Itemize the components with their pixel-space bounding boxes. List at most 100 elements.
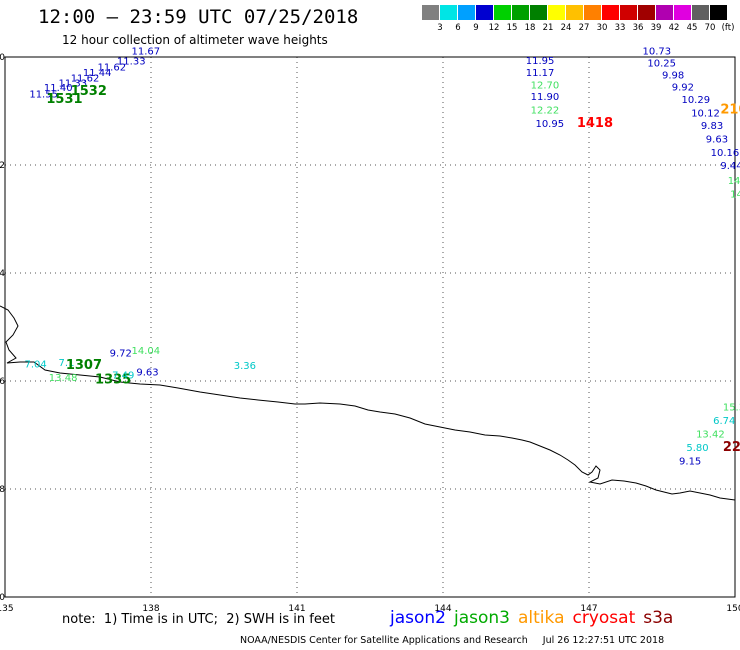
color-scale-swatch [530,5,547,20]
wave-height-label: 9.92 [672,82,694,93]
wave-height-label: 7.49 [112,370,134,381]
lon-tick-label: 135 [0,604,14,614]
color-scale-label: 70 [704,23,716,33]
wave-height-label: 7.1 [59,358,75,369]
wave-height-label: 11.33 [59,79,88,90]
pass-time-label: 22 [723,440,740,455]
lon-tick-label: 150 [726,604,740,614]
wave-height-label: 12.22 [531,106,560,117]
wave-height-label: 10.95 [535,119,564,130]
legend-item-jason3: jason3 [454,608,510,628]
legend-item-s3a: s3a [643,608,674,628]
color-scale-swatch [494,5,511,20]
pass-time-label: 1335 [95,373,131,388]
color-scale-swatch [566,5,583,20]
color-scale-label: (ft) [721,23,735,33]
color-scale-swatch [638,5,655,20]
wave-height-label: 9.63 [706,134,728,145]
lat-tick-label: -62 [0,161,5,171]
wave-height-observations: 11.5511.4011.3311.6211.4411.6211.3311.67… [24,46,740,467]
map-frame [4,56,736,598]
wave-height-label: 10.73 [643,46,672,57]
wave-height-label: 11.62 [97,63,126,74]
color-scale-label: 42 [668,23,680,33]
color-scale-label: 9 [473,23,479,33]
pass-time-label: 1307 [66,358,102,373]
color-scale-label: 15 [506,23,518,33]
map-grid [4,56,736,598]
wave-height-label: 11.67 [132,46,161,57]
color-scale-swatch [656,5,673,20]
legend-item-jason2: jason2 [390,608,446,628]
footer-credit: NOAA/NESDIS Center for Satellite Applica… [240,635,665,646]
pass-time-label: 1532 [71,84,107,99]
wave-height-label: 3.36 [234,361,256,372]
color-scale-swatch [584,5,601,20]
color-scale-label: 21 [542,23,554,33]
wave-height-label: 15.3 [723,403,740,414]
footer-note: note: 1) Time is in UTC; 2) SWH is in fe… [62,612,335,627]
wave-height-label: 11.40 [44,83,73,94]
wave-height-label: 7.04 [24,360,46,371]
color-scale-swatch [422,5,439,20]
wave-height-label: 14.04 [132,346,161,357]
color-scale-swatch [710,5,727,20]
map-border [4,56,736,598]
wave-height-label: 11.62 [71,73,100,84]
wave-height-label: 9.15 [679,457,701,468]
wave-height-label: 11.33 [117,57,146,68]
lon-tick-label: 144 [434,604,451,614]
pass-time-label: 1531 [46,92,82,107]
color-scale-swatch [476,5,493,20]
wave-height-label: 10.16 [711,148,740,159]
lat-tick-label: -60 [0,53,5,63]
color-scale-label: 30 [596,23,608,33]
wave-height-label: 5.80 [686,443,708,454]
pass-time-label: 1418 [577,116,613,131]
wave-height-label: 9.63 [136,368,158,379]
lon-tick-label: 141 [288,604,305,614]
wave-height-label: 9.44 [720,161,740,172]
legend-item-altika: altika [518,608,565,628]
wave-height-label: 12.70 [531,80,560,91]
color-scale-swatch [620,5,637,20]
wave-height-label: 9.72 [110,349,132,360]
legend-item-cryosat: cryosat [572,608,636,628]
wave-height-label: 13.48 [49,373,78,384]
color-scale-swatch [512,5,529,20]
lat-tick-label: -70 [0,593,5,603]
lon-tick-label: 147 [580,604,597,614]
color-scale-label: 24 [560,23,572,33]
wave-height-label: 14.3 [730,189,740,200]
wave-height-label: 11.44 [83,68,112,79]
satellite-legend: jason2 jason3 altika cryosat s3a [390,608,681,628]
lat-tick-label: -68 [0,485,5,495]
lat-tick-label: -64 [0,269,5,279]
wave-height-label: 6.74 [713,416,735,427]
wave-height-label: 11.17 [526,68,555,79]
wave-height-label: 9.83 [701,121,723,132]
antarctic-coastline [0,305,736,501]
wave-height-label: 11.55 [29,90,58,101]
color-scale-label: 27 [578,23,590,33]
lon-tick-label: 138 [142,604,159,614]
color-scale-swatch [440,5,457,20]
map-subtitle: 12 hour collection of altimeter wave hei… [62,33,328,47]
wave-height-label: 10.25 [647,59,676,70]
wave-height-label: 13.42 [696,430,725,441]
color-scale-swatch [602,5,619,20]
wave-height-label: 9.98 [662,71,684,82]
color-scale-label: 33 [614,23,626,33]
color-scale-label: 6 [455,23,461,33]
axis-tick-labels: -60 -62 -64 -66 -68 -70135 138 141 144 147 150 [0,53,740,614]
color-scale-swatch [548,5,565,20]
color-scale-swatch [458,5,475,20]
color-scale-label: 39 [650,23,662,33]
color-scale-label: 12 [488,23,500,33]
lat-tick-label: -66 [0,377,5,387]
color-scale-swatch [674,5,691,20]
color-scale-label: 45 [686,23,698,33]
color-scale-label: 18 [524,23,536,33]
wave-height-label: 14.41 [728,176,740,187]
